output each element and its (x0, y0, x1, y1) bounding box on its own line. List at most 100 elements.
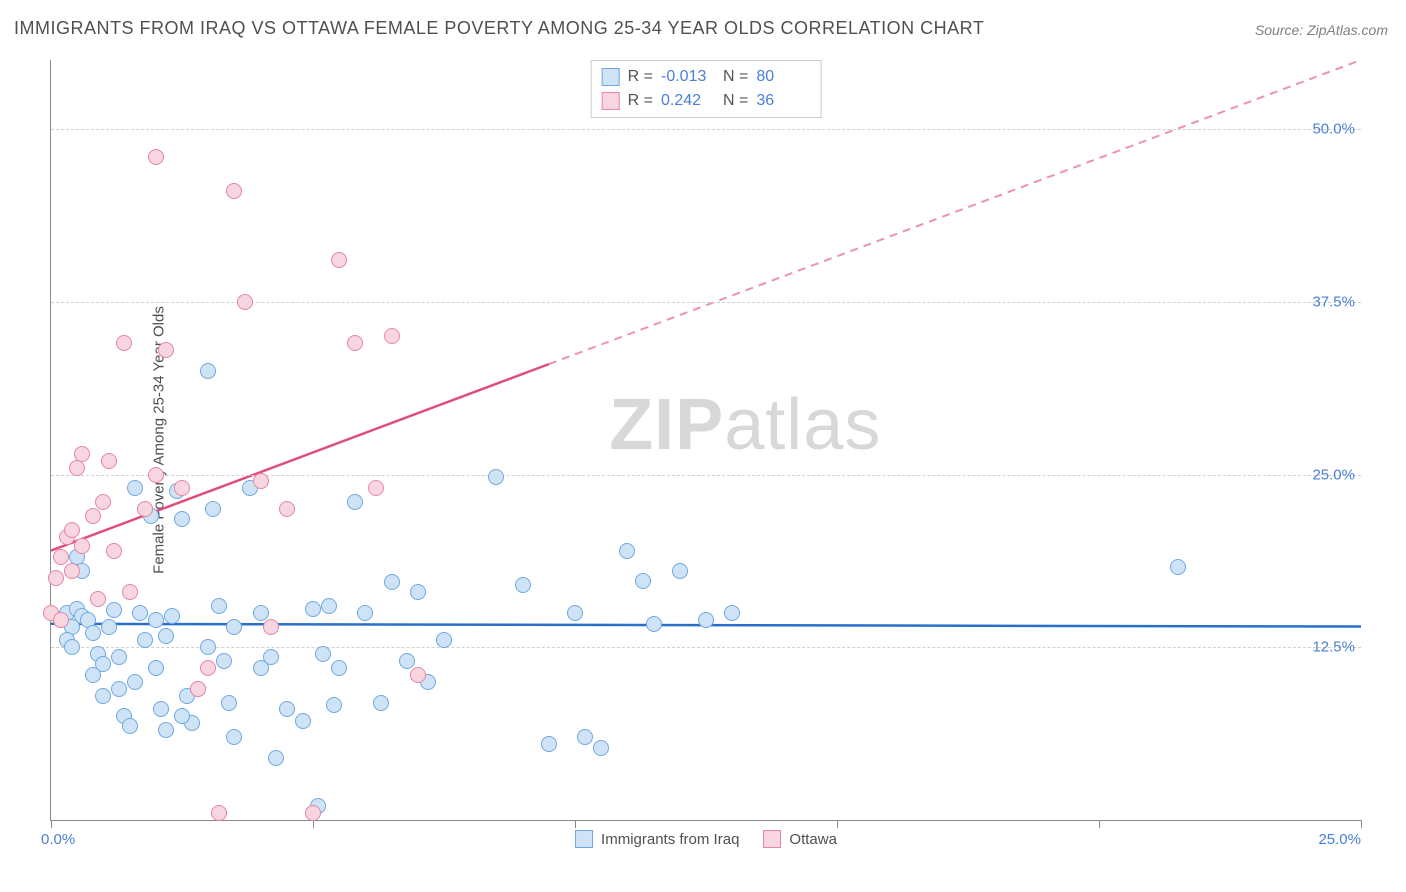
scatter-point (253, 473, 269, 489)
scatter-point (567, 605, 583, 621)
y-tick-label: 12.5% (1312, 639, 1355, 656)
scatter-point (127, 480, 143, 496)
scatter-point (724, 605, 740, 621)
scatter-point (174, 480, 190, 496)
scatter-point (101, 619, 117, 635)
scatter-point (85, 667, 101, 683)
scatter-point (295, 713, 311, 729)
y-tick-label: 37.5% (1312, 293, 1355, 310)
scatter-point (237, 294, 253, 310)
scatter-point (326, 697, 342, 713)
scatter-point (200, 639, 216, 655)
legend-label-2: Ottawa (789, 831, 837, 848)
scatter-point (347, 494, 363, 510)
scatter-point (368, 480, 384, 496)
x-tick (1361, 820, 1362, 828)
scatter-point (106, 543, 122, 559)
scatter-point (137, 501, 153, 517)
scatter-point (515, 577, 531, 593)
scatter-point (268, 750, 284, 766)
scatter-point (101, 453, 117, 469)
scatter-point (85, 508, 101, 524)
scatter-point (53, 612, 69, 628)
n-value-1: 80 (756, 65, 810, 89)
r-label: R = (628, 65, 653, 89)
n-value-2: 36 (756, 89, 810, 113)
chart-title: IMMIGRANTS FROM IRAQ VS OTTAWA FEMALE PO… (14, 18, 984, 39)
bottom-legend: Immigrants from Iraq Ottawa (575, 830, 837, 848)
scatter-point (410, 667, 426, 683)
scatter-point (315, 646, 331, 662)
x-tick (575, 820, 576, 828)
scatter-point (190, 681, 206, 697)
scatter-point (174, 708, 190, 724)
scatter-point (646, 616, 662, 632)
scatter-point (216, 653, 232, 669)
scatter-point (74, 446, 90, 462)
scatter-point (279, 501, 295, 517)
scatter-point (211, 598, 227, 614)
gridline-h (51, 129, 1361, 130)
scatter-point (221, 695, 237, 711)
scatter-point (148, 467, 164, 483)
scatter-point (384, 328, 400, 344)
scatter-point (64, 522, 80, 538)
y-tick-label: 25.0% (1312, 466, 1355, 483)
stats-box: R = -0.013 N = 80 R = 0.242 N = 36 (591, 60, 822, 118)
scatter-point (347, 335, 363, 351)
x-tick (1099, 820, 1100, 828)
scatter-point (164, 608, 180, 624)
scatter-point (205, 501, 221, 517)
stats-row-2: R = 0.242 N = 36 (602, 89, 811, 113)
scatter-point (410, 584, 426, 600)
y-tick-label: 50.0% (1312, 121, 1355, 138)
scatter-point (436, 632, 452, 648)
scatter-point (279, 701, 295, 717)
scatter-point (95, 494, 111, 510)
stats-swatch-2 (602, 92, 620, 110)
scatter-point (174, 511, 190, 527)
scatter-point (488, 469, 504, 485)
scatter-point (253, 605, 269, 621)
scatter-point (331, 660, 347, 676)
scatter-point (85, 625, 101, 641)
scatter-point (153, 701, 169, 717)
scatter-point (698, 612, 714, 628)
r-label-2: R = (628, 89, 653, 113)
scatter-point (148, 149, 164, 165)
scatter-point (305, 805, 321, 821)
scatter-point (106, 602, 122, 618)
scatter-point (253, 660, 269, 676)
r-value-2: 0.242 (661, 89, 715, 113)
watermark-bold: ZIP (609, 385, 724, 465)
scatter-point (200, 363, 216, 379)
scatter-point (127, 674, 143, 690)
scatter-point (158, 342, 174, 358)
scatter-point (541, 736, 557, 752)
scatter-point (357, 605, 373, 621)
scatter-point (137, 632, 153, 648)
scatter-point (64, 639, 80, 655)
scatter-point (111, 649, 127, 665)
plot-area: Female Poverty Among 25-34 Year Olds ZIP… (50, 60, 1361, 821)
gridline-h (51, 475, 1361, 476)
x-axis-max-label: 25.0% (1318, 831, 1361, 848)
scatter-point (95, 688, 111, 704)
watermark-light: atlas (724, 385, 881, 465)
x-axis-min-label: 0.0% (41, 831, 75, 848)
scatter-point (593, 740, 609, 756)
scatter-point (200, 660, 216, 676)
x-tick (837, 820, 838, 828)
legend-item-1: Immigrants from Iraq (575, 830, 739, 848)
scatter-point (619, 543, 635, 559)
scatter-point (53, 549, 69, 565)
x-tick (51, 820, 52, 828)
scatter-point (1170, 559, 1186, 575)
scatter-point (321, 598, 337, 614)
scatter-point (577, 729, 593, 745)
scatter-point (635, 573, 651, 589)
scatter-point (263, 619, 279, 635)
scatter-point (158, 722, 174, 738)
scatter-point (331, 252, 347, 268)
scatter-point (672, 563, 688, 579)
